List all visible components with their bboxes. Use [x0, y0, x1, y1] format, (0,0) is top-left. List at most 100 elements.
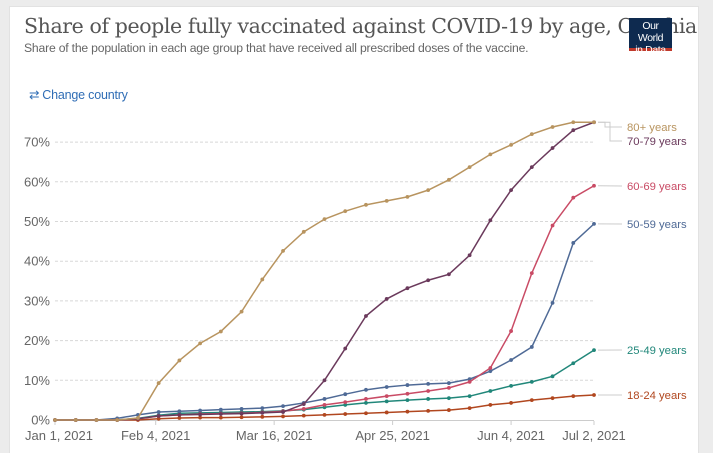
data-point	[571, 394, 575, 398]
data-point	[281, 410, 285, 414]
data-point	[364, 397, 368, 401]
data-point	[385, 297, 389, 301]
data-point	[157, 414, 161, 418]
data-point	[364, 388, 368, 392]
data-point	[364, 314, 368, 318]
data-point	[115, 418, 119, 422]
data-point	[198, 413, 202, 417]
data-point	[219, 416, 223, 420]
y-tick-label: 50%	[24, 214, 50, 229]
data-point	[302, 230, 306, 234]
data-point	[157, 410, 161, 414]
data-point	[323, 378, 327, 382]
data-point	[240, 310, 244, 314]
data-point	[551, 301, 555, 305]
y-tick-label: 20%	[24, 333, 50, 348]
series-line	[55, 122, 594, 420]
data-point	[343, 412, 347, 416]
data-point	[302, 402, 306, 406]
data-point	[592, 348, 596, 352]
data-point	[509, 329, 513, 333]
x-tick-label: Apr 25, 2021	[355, 428, 429, 443]
series-label: 80+ years	[627, 122, 677, 134]
data-point	[551, 374, 555, 378]
data-point	[530, 380, 534, 384]
data-point	[343, 347, 347, 351]
data-point	[551, 146, 555, 150]
data-point	[571, 128, 575, 132]
data-point	[592, 222, 596, 226]
data-point	[177, 359, 181, 363]
data-point	[551, 396, 555, 400]
data-point	[509, 384, 513, 388]
series-line	[55, 350, 594, 420]
data-point	[406, 392, 410, 396]
data-point	[385, 199, 389, 203]
series-25-49-years	[53, 348, 596, 422]
data-point	[323, 217, 327, 221]
data-point	[281, 404, 285, 408]
data-point	[426, 397, 430, 401]
data-point	[530, 398, 534, 402]
data-point	[385, 394, 389, 398]
x-tick-label: Mar 16, 2021	[236, 428, 313, 443]
data-point	[74, 418, 78, 422]
series-line	[55, 122, 594, 420]
x-tick-label: Jun 4, 2021	[477, 428, 545, 443]
series-label: 60-69 years	[627, 181, 687, 193]
data-point	[136, 416, 140, 420]
data-point	[260, 411, 264, 415]
data-point	[157, 381, 161, 385]
y-tick-label: 40%	[24, 254, 50, 269]
data-point	[343, 209, 347, 213]
data-point	[260, 415, 264, 419]
data-point	[406, 286, 410, 290]
data-point	[571, 120, 575, 124]
data-point	[592, 120, 596, 124]
series-label: 70-79 years	[627, 136, 687, 148]
data-point	[530, 345, 534, 349]
data-point	[177, 409, 181, 413]
series-line	[55, 224, 594, 420]
data-point	[551, 125, 555, 129]
data-point	[468, 165, 472, 169]
data-point	[447, 178, 451, 182]
data-point	[468, 394, 472, 398]
x-tick-label: Feb 4, 2021	[121, 428, 190, 443]
data-point	[571, 196, 575, 200]
y-tick-label: 70%	[24, 135, 50, 150]
data-point	[447, 272, 451, 276]
y-tick-label: 60%	[24, 174, 50, 189]
data-point	[571, 241, 575, 245]
data-point	[260, 406, 264, 410]
data-point	[177, 413, 181, 417]
data-point	[364, 401, 368, 405]
data-point	[426, 382, 430, 386]
data-point	[488, 218, 492, 222]
data-point	[323, 403, 327, 407]
data-point	[426, 409, 430, 413]
data-point	[530, 165, 534, 169]
series-80-years	[53, 120, 596, 422]
series-label: 25-49 years	[627, 345, 687, 357]
data-point	[343, 392, 347, 396]
data-point	[343, 400, 347, 404]
data-point	[406, 195, 410, 199]
data-point	[260, 278, 264, 282]
data-point	[530, 132, 534, 136]
data-point	[385, 411, 389, 415]
data-point	[426, 278, 430, 282]
data-point	[468, 253, 472, 257]
data-point	[447, 396, 451, 400]
data-point	[447, 408, 451, 412]
series-label: 50-59 years	[627, 219, 687, 231]
data-point	[364, 203, 368, 207]
data-point	[198, 341, 202, 345]
y-tick-label: 0%	[31, 413, 50, 428]
data-point	[364, 411, 368, 415]
data-point	[509, 143, 513, 147]
data-point	[488, 153, 492, 157]
data-point	[240, 412, 244, 416]
data-point	[323, 397, 327, 401]
